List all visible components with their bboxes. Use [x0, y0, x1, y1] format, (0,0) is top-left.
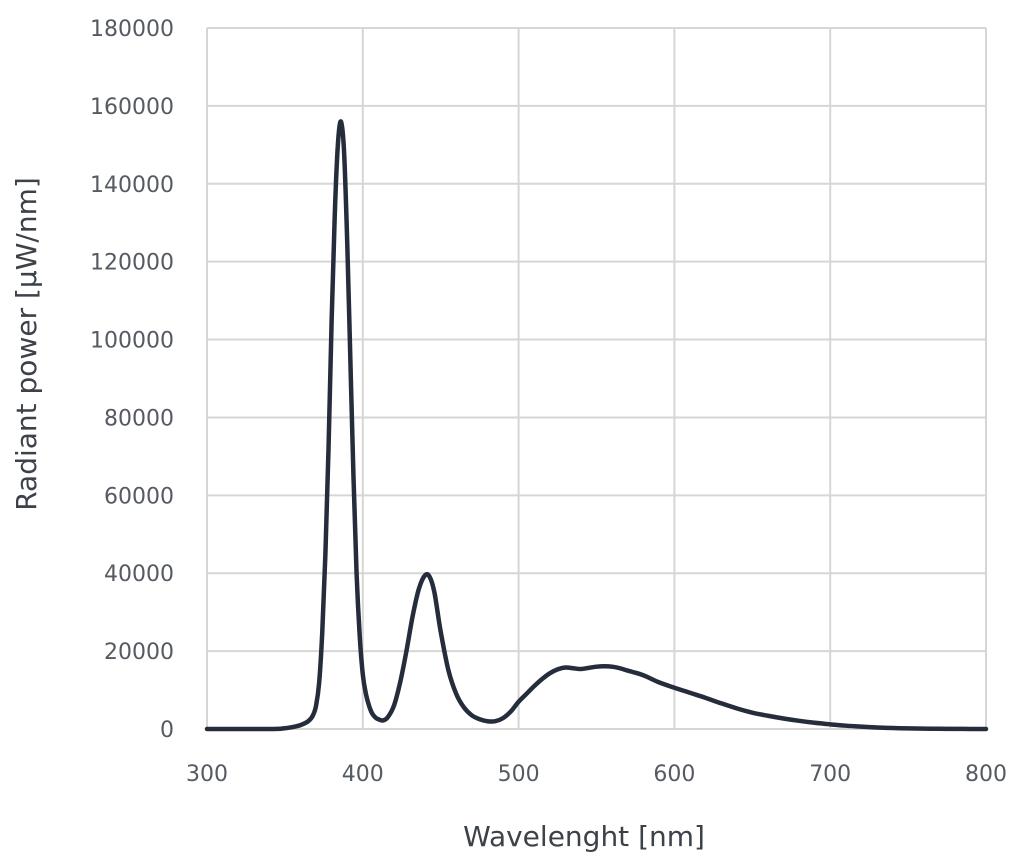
y-tick-labels: 0 20000 40000 60000 80000 100000 120000 140000 1… [90, 17, 174, 743]
y-axis-title: Radiant power [µW/nm] [10, 177, 43, 511]
x-axis-title: Wavelenght [nm] [463, 820, 705, 853]
grid [206, 27, 987, 730]
y-tick-label: 180000 [90, 17, 174, 42]
x-tick-label: 800 [965, 762, 1007, 787]
y-tick-label: 0 [160, 718, 174, 743]
y-tick-label: 20000 [104, 640, 174, 665]
x-tick-label: 700 [809, 762, 851, 787]
y-tick-label: 40000 [104, 562, 174, 587]
x-tick-label: 600 [653, 762, 695, 787]
y-tick-label: 60000 [104, 484, 174, 509]
spectrum-line [204, 119, 989, 732]
x-tick-label: 400 [342, 762, 384, 787]
y-tick-label: 140000 [90, 173, 174, 198]
series-group [204, 119, 989, 732]
x-tick-label: 500 [498, 762, 540, 787]
y-tick-label: 80000 [104, 406, 174, 431]
x-tick-labels: 300 400 500 600 700 800 [186, 762, 1007, 787]
y-tick-label: 160000 [90, 95, 174, 120]
y-tick-label: 120000 [90, 251, 174, 276]
y-tick-label: 100000 [90, 329, 174, 354]
x-tick-label: 300 [186, 762, 228, 787]
